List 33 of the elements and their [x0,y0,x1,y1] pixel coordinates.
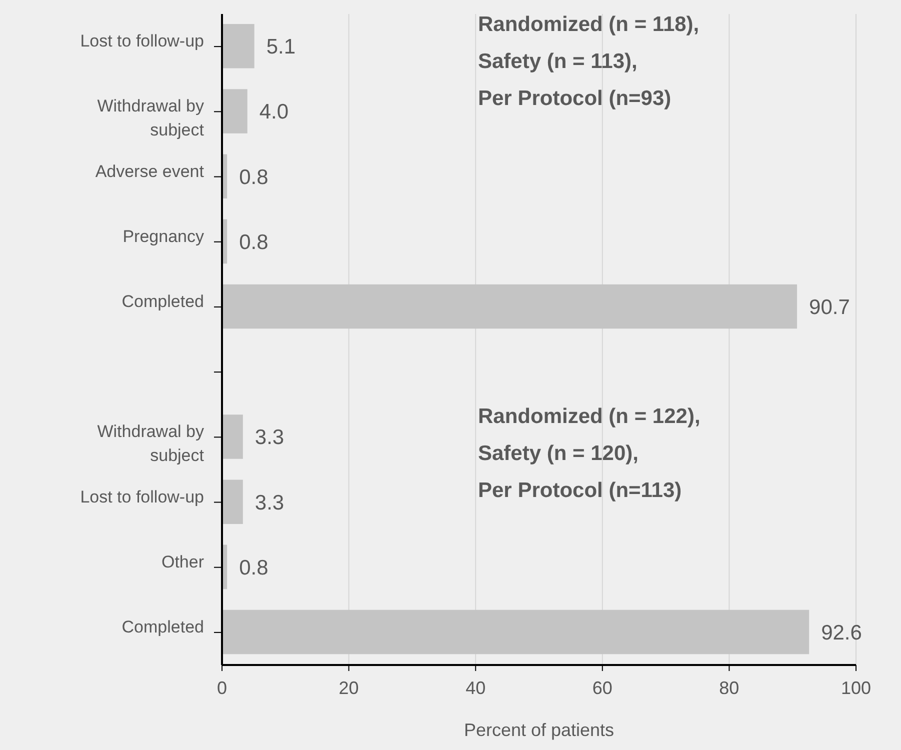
bar [222,414,243,459]
x-tick-label: 0 [216,678,228,698]
data-label: 3.3 [254,491,284,514]
annotation: Randomized (n = 122), Safety (n = 120), Per Protocol (n=113) [478,404,700,504]
annotation: Randomized (n = 118), Safety (n = 113), Per Protocol (n=93) [478,12,700,112]
bar [222,24,254,68]
bar [222,284,798,329]
data-label: 92.6 [821,621,862,644]
y-tick-label: Withdrawal by subject [97,422,204,466]
data-label: 0.8 [239,556,268,580]
bar [222,610,810,654]
y-tick-label: Pregnancy [122,226,204,246]
y-tick-label: Completed [122,617,204,636]
y-tick-label: Other [161,552,204,572]
y-tick-label: Adverse event [95,162,204,181]
x-tick-label: 100 [840,678,872,698]
y-tick-label: Completed [122,292,204,311]
x-tick-label: 20 [338,678,359,698]
bar [222,89,248,134]
data-label: 90.7 [809,296,850,319]
data-label: 4.0 [259,100,289,124]
y-tick-label: Withdrawal by subject [97,96,204,140]
data-label: 0.8 [239,230,268,254]
x-tick-label: 80 [719,678,740,698]
x-tick-label: 60 [592,678,612,698]
x-tick-label: 40 [466,678,486,698]
data-label: 3.3 [254,426,284,450]
data-label: 5.1 [266,36,296,59]
y-tick-label: Lost to follow-up [80,32,204,51]
bar [222,480,243,524]
x-axis-title: Percent of patients [464,720,614,740]
y-tick-label: Lost to follow-up [80,487,204,506]
data-label: 0.8 [239,166,268,189]
